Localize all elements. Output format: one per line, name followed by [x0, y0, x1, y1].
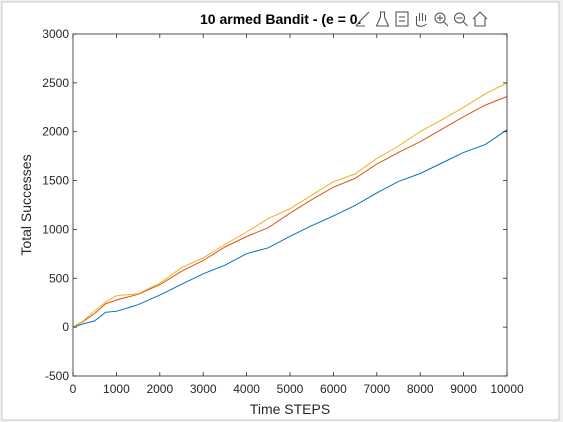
- y-tick-label: 1000: [42, 222, 69, 236]
- series-layer: [72, 82, 508, 328]
- series-line-3: [72, 82, 508, 328]
- brush-icon[interactable]: [354, 10, 372, 28]
- y-tick-label: 500: [49, 271, 69, 285]
- zoom-in-icon[interactable]: [432, 10, 450, 28]
- series-line-2: [72, 96, 508, 328]
- x-tick-label: 2000: [146, 382, 173, 396]
- home-icon[interactable]: [471, 10, 489, 28]
- x-tick-label: 6000: [320, 382, 347, 396]
- y-tick-label: 1500: [42, 174, 69, 188]
- data-tips-icon[interactable]: [374, 10, 392, 28]
- y-tick-label: -500: [45, 369, 69, 383]
- series-line-1: [72, 129, 508, 328]
- x-tick-label: 0: [70, 382, 77, 396]
- legend-icon[interactable]: [393, 10, 411, 28]
- chart-title: 10 armed Bandit - (e = 0.: [200, 11, 361, 27]
- zoom-out-icon[interactable]: [452, 10, 470, 28]
- x-tick-label: 7000: [363, 382, 390, 396]
- axes: 0 1000 2000 3000 4000 5000 6000 7000 8000 9000 100…: [42, 27, 524, 396]
- plot-area: [73, 34, 507, 376]
- y-tick-label: 2000: [42, 125, 69, 139]
- x-tick-label: 5000: [277, 382, 304, 396]
- pan-icon[interactable]: [413, 10, 431, 28]
- x-tick-label: 1000: [103, 382, 130, 396]
- y-tick-label: 3000: [42, 27, 69, 41]
- axes-toolbar: [354, 10, 489, 28]
- y-axis-label: Total Successes: [18, 154, 34, 255]
- x-tick-label: 4000: [233, 382, 260, 396]
- x-axis-label: Time STEPS: [250, 401, 330, 417]
- y-tick-label: 0: [62, 320, 69, 334]
- x-tick-label: 10000: [490, 382, 524, 396]
- x-tick-label: 8000: [407, 382, 434, 396]
- x-tick-label: 9000: [450, 382, 477, 396]
- x-tick-label: 3000: [190, 382, 217, 396]
- y-tick-label: 2500: [42, 76, 69, 90]
